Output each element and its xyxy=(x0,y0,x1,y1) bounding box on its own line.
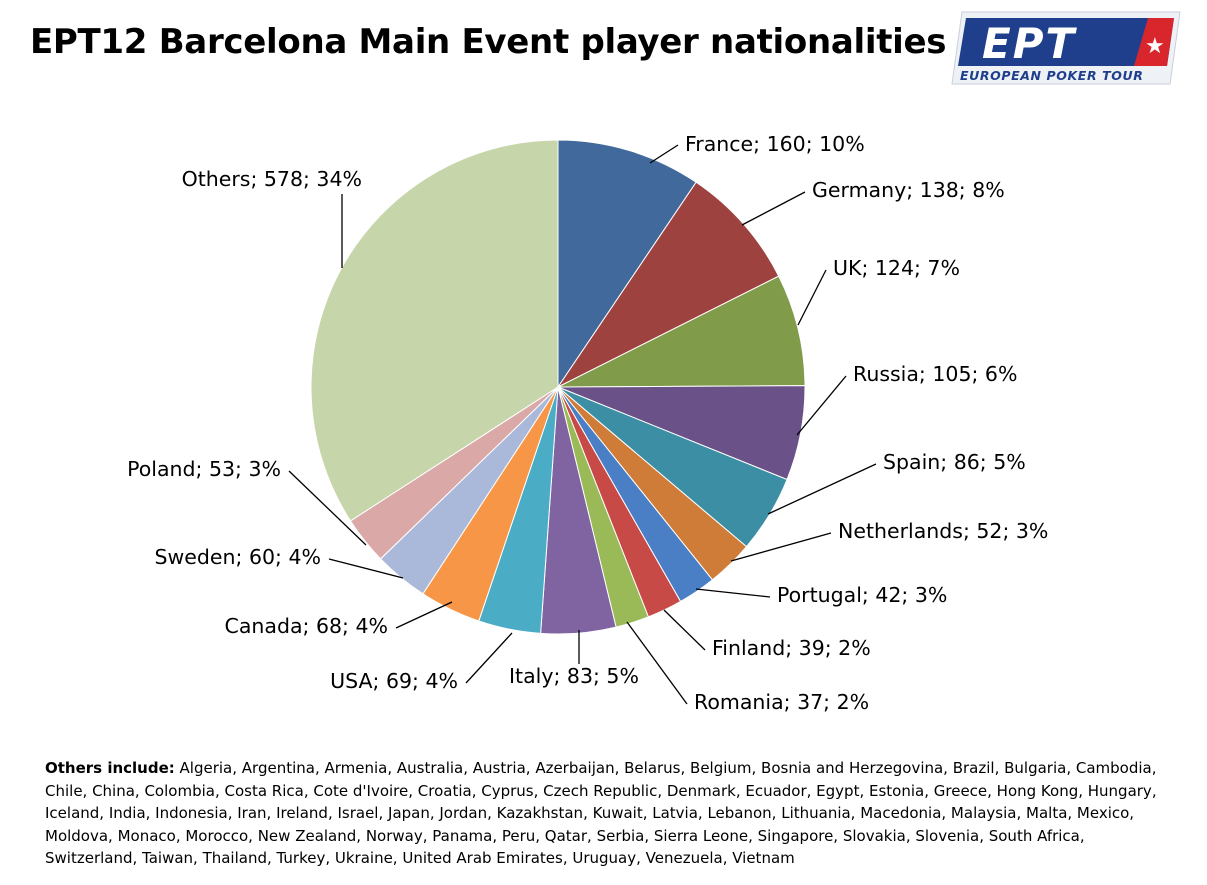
slice-label-russia: Russia; 105; 6% xyxy=(853,362,1017,386)
others-note: Others include: Algeria, Argentina, Arme… xyxy=(45,757,1165,870)
slice-label-romania: Romania; 37; 2% xyxy=(694,690,869,714)
leader-line-romania xyxy=(626,621,688,705)
slice-label-netherlands: Netherlands; 52; 3% xyxy=(838,519,1048,543)
slice-france xyxy=(557,139,697,389)
leader-line-spain xyxy=(767,463,877,515)
leader-line-portugal xyxy=(695,588,771,598)
slice-label-spain: Spain; 86; 5% xyxy=(883,450,1026,474)
leader-line-france xyxy=(649,144,679,164)
others-note-text: Algeria, Argentina, Armenia, Australia, … xyxy=(45,759,1157,868)
slice-labels: France; 160; 10% Germany; 138; 8% UK; 124;… xyxy=(127,132,1048,714)
leader-line-poland xyxy=(288,470,367,546)
leader-line-netherlands xyxy=(730,532,832,562)
leader-line-uk xyxy=(797,269,827,326)
logo-subtitle: EUROPEAN POKER TOUR xyxy=(960,68,1143,83)
leader-lines xyxy=(288,144,877,705)
slice-label-canada: Canada; 68; 4% xyxy=(225,614,388,638)
leader-line-canada xyxy=(395,601,453,629)
others-note-label: Others include: xyxy=(45,759,175,777)
slice-label-uk: UK; 124; 7% xyxy=(833,256,960,280)
slice-label-france: France; 160; 10% xyxy=(685,132,865,156)
slice-uk xyxy=(557,275,806,388)
leader-line-germany xyxy=(741,191,806,226)
logo-banner xyxy=(958,18,1174,66)
leader-line-usa xyxy=(465,632,513,684)
slice-label-finland: Finland; 39; 2% xyxy=(712,636,871,660)
slice-label-poland: Poland; 53; 3% xyxy=(127,457,281,481)
pie-chart: France; 160; 10% Germany; 138; 8% UK; 124;… xyxy=(127,132,1048,714)
leader-line-russia xyxy=(796,375,847,436)
slice-others xyxy=(310,139,559,522)
slice-label-germany: Germany; 138; 8% xyxy=(812,178,1005,202)
logo-star-icon: ★ xyxy=(1145,34,1165,59)
slice-label-italy: Italy; 83; 5% xyxy=(509,664,639,688)
logo-banner-stripe xyxy=(1134,18,1174,66)
leader-line-finland xyxy=(663,609,706,651)
chart-title: EPT12 Barcelona Main Event player nation… xyxy=(30,22,947,62)
slice-label-portugal: Portugal; 42; 3% xyxy=(777,583,947,607)
slice-label-others: Others; 578; 34% xyxy=(182,167,362,191)
pie-slices xyxy=(310,139,806,635)
slice-label-sweden: Sweden; 60; 4% xyxy=(155,545,321,569)
logo-text: EPT xyxy=(982,19,1077,68)
leader-line-sweden xyxy=(328,558,404,579)
slice-label-usa: USA; 69; 4% xyxy=(330,669,458,693)
ept-logo: EPT ★ EUROPEAN POKER TOUR xyxy=(951,11,1181,85)
